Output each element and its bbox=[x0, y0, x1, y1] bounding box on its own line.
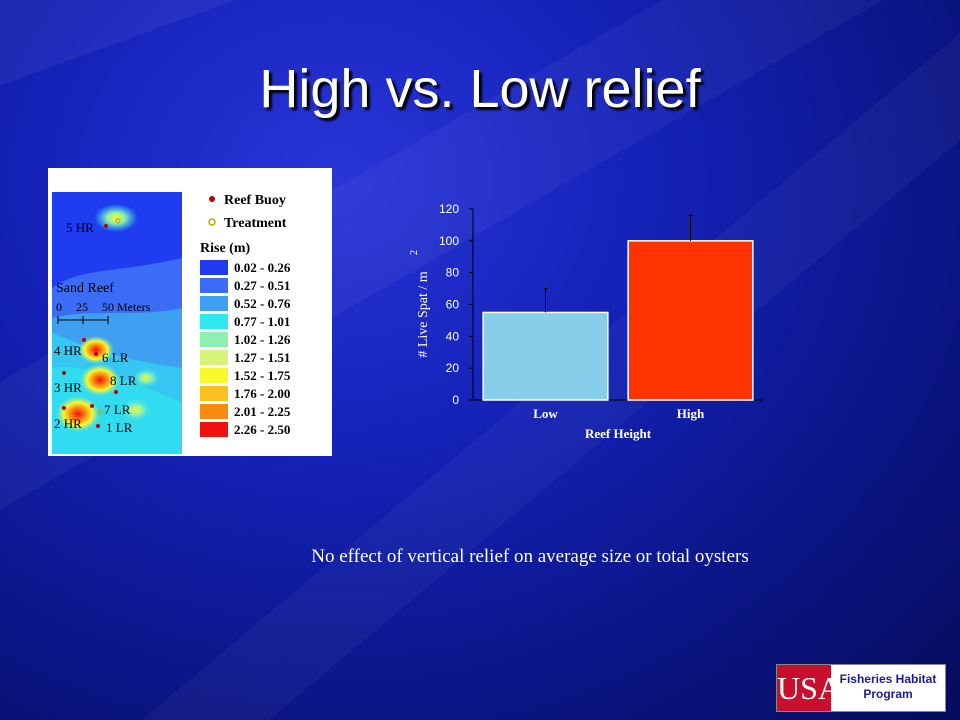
rise-label-5: 1.27 - 1.51 bbox=[234, 350, 290, 365]
logo-text: Fisheries Habitat Program bbox=[833, 672, 943, 702]
rise-swatch-0 bbox=[200, 260, 228, 275]
rise-label-2: 0.52 - 0.76 bbox=[234, 296, 291, 311]
reef-map: 0 25 50 Meters Sand Reef 5 HR 4 HR 6 LR … bbox=[52, 192, 291, 454]
reef-name-label: Sand Reef bbox=[56, 281, 114, 296]
rise-label-6: 1.52 - 1.75 bbox=[234, 368, 291, 383]
y-tick-label-40: 40 bbox=[446, 329, 460, 343]
plot-label-2hr: 2 HR bbox=[54, 416, 82, 431]
logo-line-1: Fisheries Habitat bbox=[839, 672, 937, 686]
scale-tick-25: 25 bbox=[76, 300, 88, 314]
rise-class-list: 0.02 - 0.26 0.27 - 0.51 0.52 - 0.76 0.77 - … bbox=[200, 260, 291, 437]
bar-low bbox=[482, 311, 609, 401]
rise-swatch-5 bbox=[200, 350, 228, 365]
rise-swatch-4 bbox=[200, 332, 228, 347]
rise-label-0: 0.02 - 0.26 bbox=[234, 260, 291, 275]
plot-label-8lr: 8 LR bbox=[110, 373, 137, 388]
bar-chart: 0 20 40 60 80 100 120 Low High Reef Height # Live … bbox=[409, 202, 763, 441]
rise-swatch-2 bbox=[200, 296, 228, 311]
rise-legend-title: Rise (m) bbox=[200, 241, 250, 256]
slide-caption: No effect of vertical relief on average … bbox=[311, 546, 749, 567]
plot-label-1lr: 1 LR bbox=[106, 420, 133, 435]
scale-bar: 0 25 50 Meters bbox=[56, 300, 151, 324]
program-logo: USA Fisheries Habitat Program bbox=[776, 664, 946, 712]
y-tick-label-0: 0 bbox=[452, 393, 459, 407]
scale-tick-0: 0 bbox=[56, 300, 62, 314]
rise-swatch-8 bbox=[200, 404, 228, 419]
y-tick-label-60: 60 bbox=[446, 298, 460, 312]
plot-label-7lr: 7 LR bbox=[104, 402, 131, 417]
y-tick-label-120: 120 bbox=[439, 202, 459, 216]
y-tick-label-80: 80 bbox=[446, 266, 460, 280]
rise-swatch-7 bbox=[200, 386, 228, 401]
logo-line-2: Program bbox=[863, 687, 913, 701]
rise-swatch-3 bbox=[200, 314, 228, 329]
y-axis-title-superscript: 2 bbox=[409, 250, 420, 255]
x-tick-label-high: High bbox=[677, 406, 705, 421]
rise-swatch-9 bbox=[200, 422, 228, 437]
x-tick-label-low: Low bbox=[533, 406, 558, 421]
plot-label-5hr: 5 HR bbox=[66, 220, 94, 235]
bar-high bbox=[627, 240, 754, 401]
rise-label-1: 0.27 - 0.51 bbox=[234, 278, 290, 293]
rise-label-3: 0.77 - 1.01 bbox=[234, 314, 290, 329]
rise-label-9: 2.26 - 2.50 bbox=[234, 422, 290, 437]
plot-label-6lr: 6 LR bbox=[102, 350, 129, 365]
rise-label-7: 1.76 - 2.00 bbox=[234, 386, 290, 401]
rise-label-8: 2.01 - 2.25 bbox=[234, 404, 291, 419]
x-axis-title: Reef Height bbox=[585, 426, 652, 441]
scale-tick-50: 50 Meters bbox=[102, 300, 151, 314]
plot-labels: 5 HR 4 HR 6 LR 3 HR 8 LR 7 LR 2 HR 1 LR bbox=[54, 218, 137, 435]
rise-swatch-6 bbox=[200, 368, 228, 383]
legend-marker-treatment bbox=[208, 218, 216, 226]
legend-label-treatment: Treatment bbox=[224, 216, 287, 231]
map-raster bbox=[52, 192, 182, 454]
y-axis-title: # Live Spat / m bbox=[416, 271, 431, 357]
map-legend: Reef Buoy Treatment Rise (m) 0.02 - 0.26… bbox=[200, 193, 291, 437]
legend-label-reef-buoy: Reef Buoy bbox=[224, 193, 286, 208]
y-tick-label-100: 100 bbox=[439, 234, 459, 248]
plot-label-4hr: 4 HR bbox=[54, 343, 82, 358]
usa-logo-mark: USA bbox=[777, 665, 841, 711]
reef-map-panel: 0 25 50 Meters Sand Reef 5 HR 4 HR 6 LR … bbox=[48, 168, 332, 456]
rise-label-4: 1.02 - 1.26 bbox=[234, 332, 291, 347]
slide-title: High vs. Low relief bbox=[259, 59, 701, 119]
plot-label-3hr: 3 HR bbox=[54, 380, 82, 395]
rise-swatch-1 bbox=[200, 278, 228, 293]
legend-marker-reef-buoy bbox=[209, 196, 215, 202]
y-tick-label-20: 20 bbox=[446, 361, 460, 375]
